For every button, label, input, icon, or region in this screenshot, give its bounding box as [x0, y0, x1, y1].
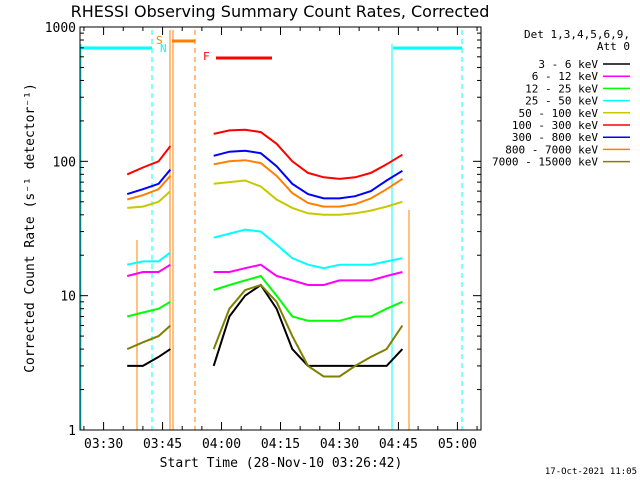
flare-marker-label: F — [203, 50, 210, 63]
y-tick-label: 100 — [53, 155, 76, 170]
legend-label: 6 - 12 keV — [532, 70, 599, 83]
night-marker-label: N — [160, 42, 167, 55]
series-line-1 — [126, 263, 403, 286]
legend-label: 50 - 100 keV — [519, 107, 599, 120]
series-line-0 — [127, 283, 404, 367]
x-tick-label: 04:00 — [202, 437, 241, 452]
series-line-5 — [126, 128, 403, 180]
x-tick-label: 03:30 — [84, 437, 123, 452]
legend-label: 25 - 50 keV — [525, 95, 598, 108]
timestamp: 17-Oct-2021 11:05 — [545, 467, 637, 477]
series-line-3 — [126, 228, 403, 270]
legend-label: 3 - 6 keV — [538, 58, 598, 71]
legend-label: 800 - 7000 keV — [505, 143, 598, 156]
y-tick-label: 1000 — [45, 21, 76, 36]
x-tick-label: 04:15 — [261, 437, 300, 452]
legend-header-line-1: Det 1,3,4,5,6,9, — [524, 28, 630, 41]
plot-frame — [79, 26, 482, 431]
series-line-2 — [126, 274, 403, 322]
x-tick-label: 04:45 — [379, 437, 418, 452]
y-axis-label: Corrected Count Rate (s⁻¹ detector⁻¹) — [23, 83, 38, 373]
legend-header-line-2: Att 0 — [597, 40, 630, 53]
y-tick-label: 1 — [68, 424, 76, 439]
series-line-7 — [126, 159, 403, 208]
series-line-8 — [126, 283, 404, 378]
chart-title: RHESSI Observing Summary Count Rates, Co… — [71, 2, 490, 21]
x-axis: 03:30 03:45 04:00 04:15 04:30 04:45 05:00 — [83, 27, 478, 452]
legend-label: 12 - 25 keV — [525, 82, 598, 95]
x-tick-label: 05:00 — [438, 437, 477, 452]
plot-area: SN F — [80, 30, 463, 430]
x-axis-label: Start Time (28-Nov-10 03:26:42) — [160, 456, 403, 471]
y-axis: 1 10 100 1000 — [45, 21, 481, 439]
legend-label: 300 - 800 keV — [512, 131, 598, 144]
legend-label: 7000 - 15000 keV — [492, 156, 598, 169]
y-tick-label: 10 — [60, 290, 76, 305]
x-tick-label: 03:45 — [143, 437, 182, 452]
saa-marker-label: S — [156, 34, 163, 47]
series-line-6 — [126, 149, 403, 200]
x-tick-label: 04:30 — [320, 437, 359, 452]
legend-label: 100 - 300 keV — [512, 119, 598, 132]
series-line-4 — [127, 179, 403, 216]
